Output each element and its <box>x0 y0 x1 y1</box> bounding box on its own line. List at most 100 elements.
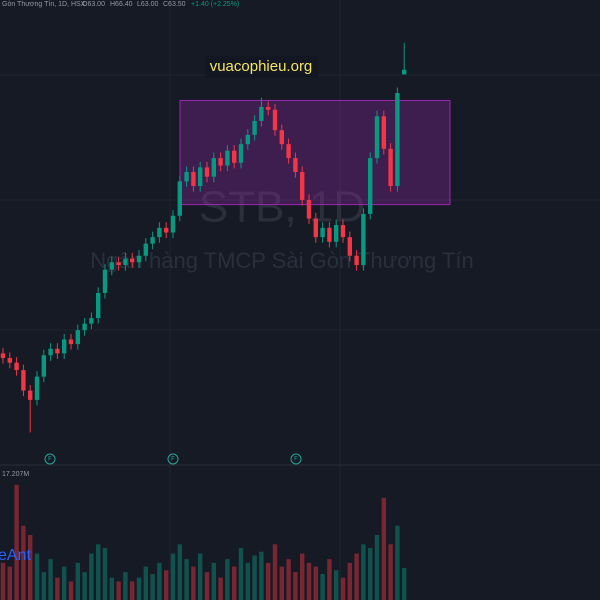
candle-body <box>55 348 60 354</box>
candle-body <box>184 172 189 182</box>
volume-bar <box>252 555 257 600</box>
ohlc-high: H66.40 <box>110 1 133 8</box>
candle-body <box>259 106 264 121</box>
candle-body <box>286 144 291 159</box>
candle-body <box>164 227 169 233</box>
candle-body <box>157 227 162 238</box>
watermark-ticker: STB, 1D <box>199 183 365 232</box>
candle-body <box>279 130 284 145</box>
volume-bar <box>245 562 250 600</box>
volume-bar <box>157 562 162 600</box>
volume-bar <box>164 570 169 600</box>
event-marker[interactable] <box>290 453 302 465</box>
volume-bar <box>293 572 298 600</box>
ohlc-close: C63.50 <box>163 1 186 8</box>
volume-bar <box>150 574 155 600</box>
event-marker[interactable] <box>44 453 56 465</box>
volume-bar <box>184 559 189 600</box>
candle-body <box>177 181 182 216</box>
candle-body <box>402 69 407 75</box>
candle-body <box>82 323 87 331</box>
volume-bar <box>204 572 210 600</box>
volume-bar <box>238 548 244 600</box>
volume-bar <box>266 562 271 600</box>
volume-bar <box>170 553 176 600</box>
candle-body <box>96 292 101 319</box>
volume-bar <box>7 566 12 600</box>
volume-bar <box>300 553 305 600</box>
symbol: Gòn Thương Tín, 1D, HSX <box>2 1 86 8</box>
volume-bar <box>218 577 223 600</box>
volume-bar <box>198 553 203 600</box>
volume-bar <box>313 566 318 600</box>
candle-body <box>238 144 244 163</box>
candle-body <box>395 93 400 186</box>
candle-body <box>34 376 40 400</box>
candle-body <box>313 218 318 238</box>
volume-bar <box>82 572 87 600</box>
volume-bar <box>62 566 67 600</box>
candle-body <box>41 355 46 377</box>
candle-body <box>75 330 80 345</box>
candle-body <box>68 339 74 345</box>
volume-bar <box>21 525 26 600</box>
candle-body <box>150 237 155 244</box>
candle-body <box>245 134 250 145</box>
event-marker[interactable] <box>167 453 179 465</box>
volume-bar <box>286 559 291 600</box>
volume-bar <box>102 548 108 600</box>
candle-body <box>14 362 19 371</box>
volume-bar <box>68 581 74 600</box>
candle-body <box>306 199 312 219</box>
candle-body <box>320 227 325 238</box>
volume-bar <box>0 562 6 600</box>
candle-body <box>347 237 352 256</box>
volume-bar <box>89 553 94 600</box>
volume-bar <box>388 544 393 600</box>
volume-bar <box>48 559 53 600</box>
candle-body <box>293 158 298 173</box>
candle-body <box>109 262 114 270</box>
volume-bar <box>320 574 325 600</box>
candle-body <box>89 318 94 324</box>
candle-body <box>136 255 142 263</box>
candle-body <box>266 106 271 110</box>
candle-body <box>7 358 12 363</box>
candle-body <box>123 258 128 266</box>
volume-bar <box>75 562 80 600</box>
volume-bar <box>28 535 33 600</box>
volume-bar <box>130 581 135 600</box>
candle-body <box>388 148 393 186</box>
candle-body <box>21 370 26 391</box>
volume-bar <box>402 568 407 600</box>
volume-bar <box>279 566 284 600</box>
candle-body <box>225 150 230 166</box>
volume-bar <box>14 484 19 600</box>
site-label: vuacophieu.org <box>210 58 313 75</box>
ohlc-change: +1.40 (+2.25%) <box>191 1 239 8</box>
candle-body <box>218 158 223 166</box>
volume-bar <box>41 572 46 600</box>
volume-bar <box>347 562 352 600</box>
volume-bar <box>177 544 182 600</box>
range-box <box>179 99 451 206</box>
volume-bar <box>368 548 373 600</box>
volume-bar <box>361 544 366 600</box>
candle-body <box>334 225 339 242</box>
candle-body <box>232 150 237 163</box>
candle-body <box>130 258 135 263</box>
candle-body <box>300 172 305 200</box>
volume-bar <box>123 572 128 600</box>
volume-bar <box>272 544 278 600</box>
volume-bar <box>327 559 332 600</box>
volume-bar <box>55 577 60 600</box>
watermark-name: Ngân hàng TMCP Sài Gòn Thương Tín <box>90 248 473 273</box>
candle-body <box>368 158 373 214</box>
candle-body <box>204 167 210 177</box>
candle-body <box>170 215 176 233</box>
volumes <box>0 484 407 600</box>
candle-body <box>211 158 216 177</box>
header: Gòn Thương Tín, 1D, HSX O63.00 H66.40 L6… <box>2 1 239 8</box>
